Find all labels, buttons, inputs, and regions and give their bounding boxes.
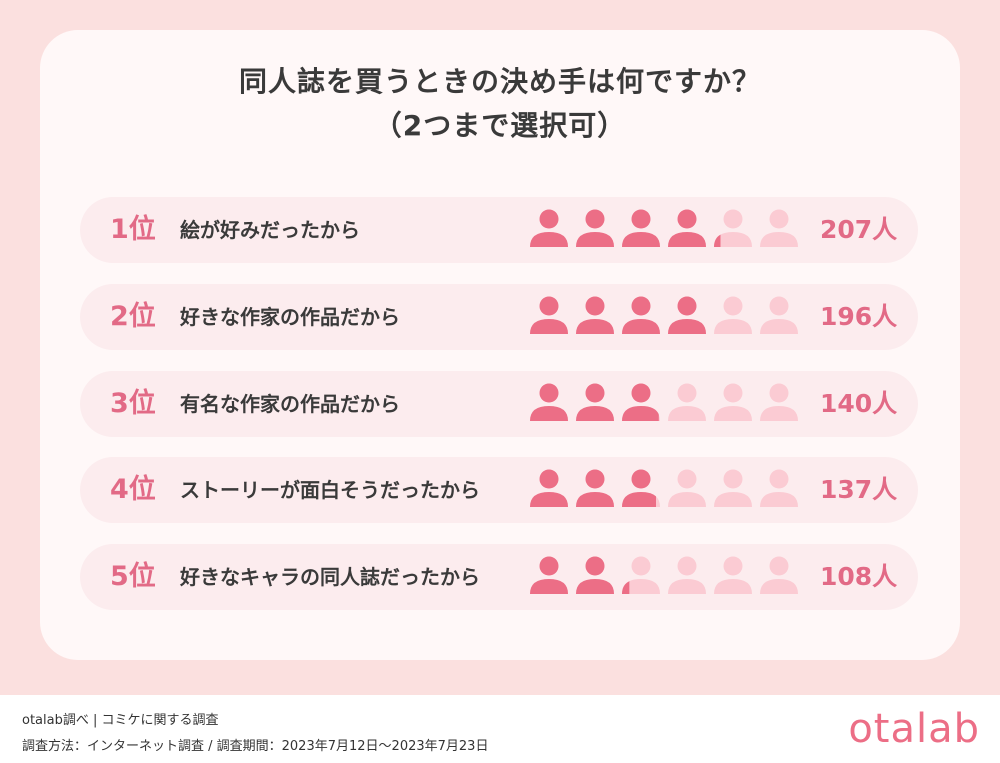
rank-label: 5位 bbox=[110, 561, 156, 592]
count-label: 108人 bbox=[820, 562, 898, 591]
person-icon bbox=[760, 296, 798, 334]
person-icon bbox=[668, 209, 706, 247]
person-icon bbox=[576, 209, 614, 247]
person-icon bbox=[622, 556, 660, 594]
rank-label: 2位 bbox=[110, 301, 156, 332]
ranking-row: 4位 ストーリーが面白そうだったから 137人 bbox=[80, 457, 918, 523]
person-icon-strip bbox=[530, 383, 798, 421]
count-label: 137人 bbox=[820, 475, 898, 504]
survey-note: 調査方法：インターネット調査 / 調査期間：2023年7月12日〜2023年7月… bbox=[22, 739, 489, 754]
otalab-logo: otalab bbox=[848, 706, 980, 752]
person-icon bbox=[576, 556, 614, 594]
person-icon bbox=[760, 469, 798, 507]
title-line-1: 同人誌を買うときの決め手は何ですか？ bbox=[238, 65, 761, 98]
category-label: 好きな作家の作品だから bbox=[180, 305, 400, 329]
person-icon bbox=[668, 296, 706, 334]
person-icon bbox=[622, 296, 660, 334]
person-icon bbox=[714, 209, 752, 247]
ranking-row: 3位 有名な作家の作品だから 140人 bbox=[80, 371, 918, 437]
source-note: otalab調べ | コミケに関する調査 bbox=[22, 713, 219, 728]
ranking-row: 5位 好きなキャラの同人誌だったから 108人 bbox=[80, 544, 918, 610]
person-icon bbox=[530, 469, 568, 507]
person-icon bbox=[576, 383, 614, 421]
rank-label: 1位 bbox=[110, 214, 156, 245]
person-icon-strip bbox=[530, 556, 798, 594]
person-icon bbox=[760, 556, 798, 594]
person-icon bbox=[622, 383, 660, 421]
person-icon bbox=[760, 209, 798, 247]
person-icon bbox=[576, 469, 614, 507]
person-icon-strip bbox=[530, 296, 798, 334]
person-icon-strip bbox=[530, 469, 798, 507]
rank-label: 4位 bbox=[110, 474, 156, 505]
person-icon bbox=[530, 209, 568, 247]
person-icon bbox=[530, 296, 568, 334]
person-icon-strip bbox=[530, 209, 798, 247]
person-icon bbox=[668, 383, 706, 421]
person-icon bbox=[714, 469, 752, 507]
ranking-row: 1位 絵が好みだったから 207人 bbox=[80, 197, 918, 263]
category-label: 好きなキャラの同人誌だったから bbox=[180, 565, 480, 589]
count-label: 196人 bbox=[820, 302, 898, 331]
person-icon bbox=[760, 383, 798, 421]
person-icon bbox=[668, 556, 706, 594]
count-label: 207人 bbox=[820, 215, 898, 244]
category-label: ストーリーが面白そうだったから bbox=[180, 478, 480, 502]
person-icon bbox=[714, 383, 752, 421]
category-label: 有名な作家の作品だから bbox=[180, 392, 400, 416]
person-icon bbox=[714, 296, 752, 334]
person-icon bbox=[668, 469, 706, 507]
count-label: 140人 bbox=[820, 389, 898, 418]
rank-label: 3位 bbox=[110, 388, 156, 419]
chart-title: 同人誌を買うときの決め手は何ですか？ （2つまで選択可） bbox=[0, 60, 1000, 148]
person-icon bbox=[576, 296, 614, 334]
person-icon bbox=[714, 556, 752, 594]
ranking-row: 2位 好きな作家の作品だから 196人 bbox=[80, 284, 918, 350]
category-label: 絵が好みだったから bbox=[180, 218, 360, 242]
person-icon bbox=[530, 383, 568, 421]
title-line-2: （2つまで選択可） bbox=[373, 109, 627, 142]
person-icon bbox=[622, 469, 660, 507]
footer: otalab調べ | コミケに関する調査 調査方法：インターネット調査 / 調査… bbox=[0, 695, 1000, 763]
person-icon bbox=[530, 556, 568, 594]
person-icon bbox=[622, 209, 660, 247]
